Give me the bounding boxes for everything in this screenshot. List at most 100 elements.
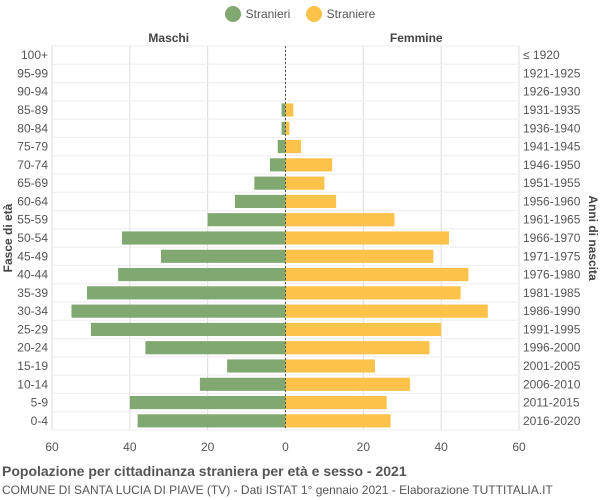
- bar-stranieri: [281, 121, 286, 135]
- bar-stranieri: [87, 286, 286, 300]
- age-group-label: 65-69: [17, 176, 48, 190]
- bar-straniere: [285, 322, 442, 337]
- x-tick-label: 40: [123, 440, 137, 454]
- bar-straniere: [285, 176, 325, 190]
- header-femmine: Femmine: [390, 31, 443, 45]
- bar-straniere: [285, 213, 395, 227]
- bar-stranieri: [269, 158, 286, 172]
- age-group-label: 20-24: [17, 341, 48, 355]
- y-axis-label-left: Fasce di età: [1, 203, 15, 272]
- x-tick-label: 20: [357, 440, 371, 454]
- chart-subtitle: COMUNE DI SANTA LUCIA DI PIAVE (TV) - Da…: [2, 483, 553, 497]
- y-axis-label-right: Anni di nascita: [586, 195, 600, 281]
- birth-year-label: 1981-1985: [523, 286, 581, 300]
- age-group-label: 50-54: [17, 231, 48, 245]
- age-group-label: 70-74: [17, 158, 48, 172]
- population-pyramid-chart: 60 40 20 0 20 40 60 100+ ≤ 1920 95-99 1921-1925 90-…: [1, 31, 600, 454]
- header-maschi: Maschi: [148, 31, 189, 45]
- bar-straniere: [285, 249, 434, 263]
- age-group-label: 90-94: [17, 85, 48, 99]
- bar-stranieri: [129, 395, 286, 410]
- bar-stranieri: [90, 322, 286, 337]
- x-tick-label: 20: [201, 440, 215, 454]
- stranieri-swatch-icon: [224, 6, 241, 22]
- birth-year-label: 1971-1975: [523, 249, 581, 263]
- age-group-label: 80-84: [17, 121, 48, 135]
- birth-year-label: 1946-1950: [523, 158, 581, 172]
- bar-straniere: [285, 121, 290, 135]
- age-group-label: 10-14: [17, 377, 48, 391]
- bar-stranieri: [277, 139, 286, 154]
- bar-stranieri: [234, 194, 286, 209]
- x-tick-label: 60: [512, 440, 526, 454]
- labels: 60 40 20 0 20 40 60 100+ ≤ 1920 95-99 1921-1925 90-…: [1, 31, 600, 454]
- bar-stranieri: [145, 341, 286, 355]
- birth-year-label: 1931-1935: [523, 103, 581, 117]
- birth-year-label: 1921-1925: [523, 66, 581, 80]
- age-group-label: 30-34: [17, 304, 48, 318]
- age-group-label: 95-99: [17, 66, 48, 80]
- bar-stranieri: [199, 377, 286, 391]
- bar-stranieri: [160, 249, 286, 263]
- bar-straniere: [285, 359, 376, 373]
- legend-item-straniere[interactable]: Straniere: [305, 6, 376, 22]
- straniere-swatch-icon: [305, 6, 322, 22]
- bar-stranieri: [71, 304, 286, 318]
- birth-year-label: 2011-2015: [523, 396, 580, 410]
- bar-straniere: [285, 158, 333, 172]
- bar-straniere: [285, 267, 469, 282]
- bars: [71, 103, 488, 428]
- age-group-label: 55-59: [17, 213, 48, 227]
- chart-title: Popolazione per cittadinanza straniera p…: [2, 463, 407, 479]
- bar-stranieri: [118, 267, 286, 282]
- bar-straniere: [285, 139, 302, 154]
- birth-year-label: 1951-1955: [523, 176, 581, 190]
- bar-stranieri: [207, 213, 286, 227]
- x-tick-label: 60: [45, 440, 59, 454]
- age-group-label: 40-44: [17, 268, 48, 282]
- bar-straniere: [285, 194, 337, 209]
- bar-stranieri: [122, 231, 286, 245]
- age-group-label: 35-39: [17, 286, 48, 300]
- birth-year-label: 1936-1940: [523, 121, 581, 135]
- bar-straniere: [285, 377, 411, 391]
- bar-straniere: [285, 231, 449, 245]
- legend-label-straniere: Straniere: [326, 7, 376, 21]
- bar-straniere: [285, 103, 294, 117]
- bar-straniere: [285, 395, 387, 410]
- age-group-label: 45-49: [17, 249, 48, 263]
- bar-straniere: [285, 304, 488, 318]
- age-group-label: 25-29: [17, 322, 48, 336]
- bar-stranieri: [254, 176, 286, 190]
- x-tick-label: 40: [434, 440, 448, 454]
- legend-item-stranieri[interactable]: Stranieri: [224, 6, 291, 22]
- age-group-label: 100+: [21, 48, 48, 62]
- bar-stranieri: [281, 103, 286, 117]
- age-group-label: 60-64: [17, 194, 48, 208]
- bar-stranieri: [227, 359, 286, 373]
- bar-straniere: [285, 414, 391, 428]
- birth-year-label: 1991-1995: [523, 322, 581, 336]
- birth-year-label: 2006-2010: [523, 377, 581, 391]
- bar-stranieri: [137, 414, 286, 428]
- age-group-label: 75-79: [17, 140, 48, 154]
- birth-year-label: ≤ 1920: [523, 48, 560, 62]
- birth-year-label: 2016-2020: [523, 414, 581, 428]
- age-group-label: 15-19: [17, 359, 48, 373]
- birth-year-label: 1966-1970: [523, 231, 581, 245]
- birth-year-label: 1961-1965: [523, 213, 581, 227]
- bar-straniere: [285, 286, 461, 300]
- age-group-label: 5-9: [31, 396, 49, 410]
- age-group-label: 85-89: [17, 103, 48, 117]
- legend: Stranieri Straniere: [0, 6, 600, 26]
- legend-label-stranieri: Stranieri: [245, 7, 291, 21]
- birth-year-label: 1956-1960: [523, 194, 581, 208]
- bar-straniere: [285, 341, 430, 355]
- x-tick-label: 0: [282, 440, 289, 454]
- birth-year-label: 2001-2005: [523, 359, 581, 373]
- birth-year-label: 1986-1990: [523, 304, 581, 318]
- birth-year-label: 1976-1980: [523, 268, 581, 282]
- birth-year-label: 1941-1945: [523, 140, 581, 154]
- age-group-label: 0-4: [31, 414, 49, 428]
- birth-year-label: 1926-1930: [523, 85, 581, 99]
